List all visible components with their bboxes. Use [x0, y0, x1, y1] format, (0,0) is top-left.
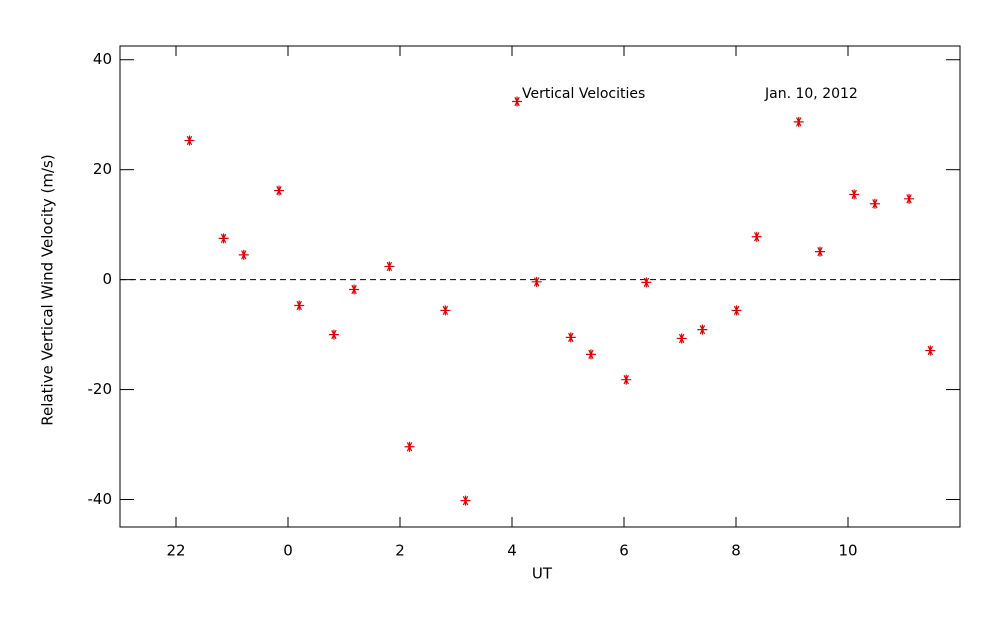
point [925, 345, 936, 356]
y-axis-label: Relative Vertical Wind Velocity (m/s) [39, 154, 57, 425]
point [621, 374, 632, 385]
point [676, 333, 687, 344]
y-tick-label: 0 [102, 270, 112, 288]
y-tick-label: 40 [93, 50, 112, 68]
point [460, 495, 471, 506]
point [869, 198, 880, 209]
x-axis-label: UT [532, 565, 553, 583]
point [815, 246, 825, 257]
x-tick-label: 10 [838, 542, 857, 560]
point [349, 284, 360, 295]
plot-frame [119, 45, 961, 528]
annotation: Vertical Velocities [522, 86, 645, 102]
point [731, 305, 742, 316]
point [904, 193, 915, 204]
point [238, 249, 249, 260]
point [697, 324, 708, 335]
x-tick-label: 2 [395, 542, 405, 560]
point [294, 300, 305, 311]
point [565, 332, 576, 343]
point [328, 329, 339, 340]
x-tick-label: 8 [731, 542, 741, 560]
point [585, 349, 596, 360]
point [384, 261, 395, 272]
point [751, 231, 762, 242]
point [440, 305, 451, 316]
y-tick-label: -20 [88, 380, 113, 398]
point [531, 276, 542, 287]
point [849, 189, 860, 200]
y-tick-label: 20 [93, 160, 112, 178]
annotation: Jan. 10, 2012 [764, 86, 858, 102]
y-tick-label: -40 [88, 490, 113, 508]
point [404, 441, 415, 452]
x-tick-label: 22 [166, 542, 185, 560]
point [641, 277, 652, 288]
point [274, 185, 285, 196]
point [218, 233, 229, 244]
point [184, 135, 195, 146]
x-tick-label: 6 [619, 542, 629, 560]
x-tick-label: 0 [283, 542, 293, 560]
x-tick-label: 4 [507, 542, 517, 560]
point [793, 116, 804, 127]
point [512, 96, 523, 107]
